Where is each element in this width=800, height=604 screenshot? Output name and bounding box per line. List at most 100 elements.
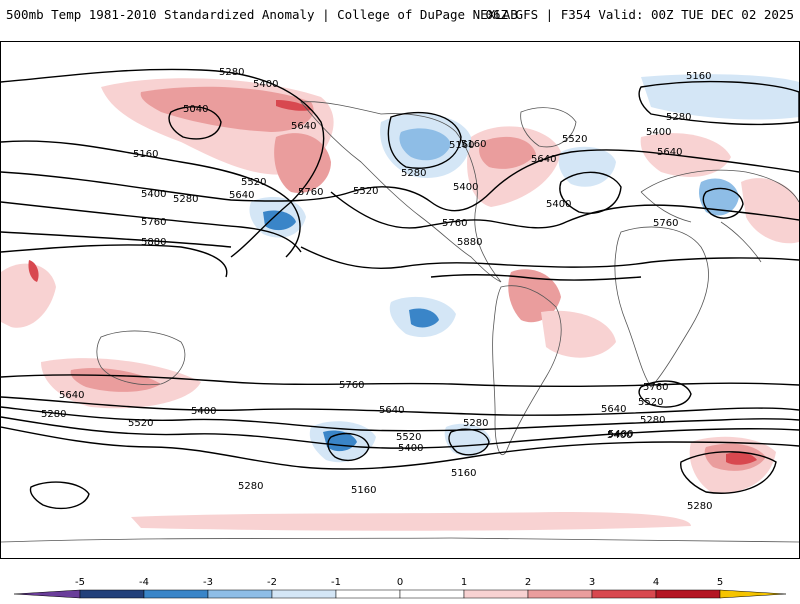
contour-label: 5280 [219,67,244,78]
warm-anomaly-caribbean [508,269,561,323]
cold-anomaly-tropical-pacific-core [409,308,439,328]
map-title: 500mb Temp 1981-2010 Standardized Anomal… [6,7,518,22]
contour-label: 5400 [608,429,633,440]
model-run-info: 06Z GFS | F354 Valid: 00Z TUE DEC 02 202… [485,7,794,22]
contour-label: 5280 [463,418,488,429]
contour-closed-low-atlantic [559,171,622,214]
colorbar-swatch [655,589,721,599]
contour-5280-north [1,68,325,258]
warm-anomaly-south-pacific-core [70,367,161,392]
contour-label: 5160 [351,485,376,496]
contour-label: 5760 [298,187,323,198]
contour-5880-north [1,244,642,281]
contour-label: 5160 [686,71,711,82]
contour-label: 5760 [442,218,467,229]
colorbar-swatch [79,589,145,599]
warm-anomaly-gulf-alaska [274,133,331,193]
colorbar-swatch [271,589,337,599]
contour-5280-south [1,426,799,470]
anomaly-colorbar: -5 -4 -3 -2 -1 0 1 2 3 4 5 [0,570,800,600]
contour-label: 5520 [241,177,266,188]
colorbar-tick: -2 [267,577,277,588]
contour-label: 5160 [133,149,158,160]
contour-label: 5520 [638,397,663,408]
contour-label: 5400 [646,127,671,138]
colorbar-under-triangle [13,589,81,599]
contour-label: 5640 [229,190,254,201]
warm-anomaly-europe [640,133,731,177]
contour-5400-south [1,416,799,449]
contour-label: 5640 [59,390,84,401]
contour-label: 5640 [531,154,556,165]
contour-closed-low-canada [387,111,462,169]
coast-greenland [520,107,577,148]
coast-australia [96,330,186,386]
contour-closed-low-east [702,187,744,219]
colorbar-tick: 5 [717,577,723,588]
contour-label: 5280 [640,415,665,426]
colorbar-tick: -1 [331,577,341,588]
warm-anomaly-tropical-atlantic [541,310,616,358]
cold-anomaly-pacific-low-core [263,210,296,231]
contour-closed-low-south-atlantic [448,428,490,456]
contour-label: 5160 [449,140,474,151]
contour-5520-south [1,406,799,432]
colorbar-tick-labels: -5 -4 -3 -2 -1 0 1 2 3 4 5 [75,577,723,588]
contour-label: 5280 [687,501,712,512]
contour-5760-north [1,231,799,269]
warm-anomaly-north-pacific-core [140,86,314,132]
contour-label: 5280 [41,409,66,420]
cold-anomaly-siberia [641,74,799,120]
contour-label: 5760 [643,382,668,393]
contour-label: 5160 [451,468,476,479]
contour-5640-south [1,396,799,416]
colorbar-tick: 2 [525,577,531,588]
contour-label: 5760 [141,217,166,228]
contour-label: 5640 [379,405,404,416]
colorbar-over-triangle [719,589,787,599]
coast-africa [614,226,709,388]
contour-closed-low-pacific [168,106,222,140]
warm-anomaly-antarctic [131,512,691,531]
contour-label: 5760 [339,380,364,391]
colorbar-swatches [13,589,787,599]
contour-5400-north [1,140,301,258]
contour-closed-high-asia [638,80,799,126]
contour-label: 5160 [461,139,486,150]
contour-label: 5280 [666,112,691,123]
cold-anomaly-north-atlantic-east [558,146,616,187]
colorbar-swatch [335,589,401,599]
colorbar-swatch [463,589,529,599]
anomaly-map: 5280 5400 5040 5640 5160 5400 5280 5520 … [0,41,800,559]
anomaly-shading [1,74,799,531]
colorbar-swatch [527,589,593,599]
contour-label: 5400 [253,79,278,90]
contour-label: 5400 [453,182,478,193]
warm-anomaly-north-atlantic-core [479,136,536,169]
contour-label: 5400 [546,199,571,210]
colorbar-swatch [207,589,273,599]
header: 500mb Temp 1981-2010 Standardized Anomal… [0,0,800,30]
contour-label: 5760 [653,218,678,229]
colorbar-swatch [591,589,657,599]
contour-label: 5640 [291,121,316,132]
colorbar-tick: 0 [397,577,403,588]
contour-closed-high-indian [680,451,777,494]
contour-label: 5520 [562,134,587,145]
warm-anomaly-indian-ocean-max [726,452,757,465]
colorbar-tick: 1 [461,577,467,588]
contour-label: 5520 [128,418,153,429]
contour-label: 5520 [353,186,378,197]
contour-tropical-cell [638,380,692,408]
contour-label: 5640 [657,147,682,158]
contour-closed-high-south-pacific [29,481,90,509]
contour-label: 5280 [173,194,198,205]
colorbar-swatch [143,589,209,599]
colorbar-tick: -4 [139,577,149,588]
warm-anomaly-west-pacific [1,263,56,328]
contour-label: 5520 [396,432,421,443]
contour-label: 5400 [398,443,423,454]
height-contours [1,68,799,509]
contour-label: 5280 [238,481,263,492]
contour-label-layer: 5280 5400 5040 5640 5160 5400 5280 5520 … [41,67,712,512]
